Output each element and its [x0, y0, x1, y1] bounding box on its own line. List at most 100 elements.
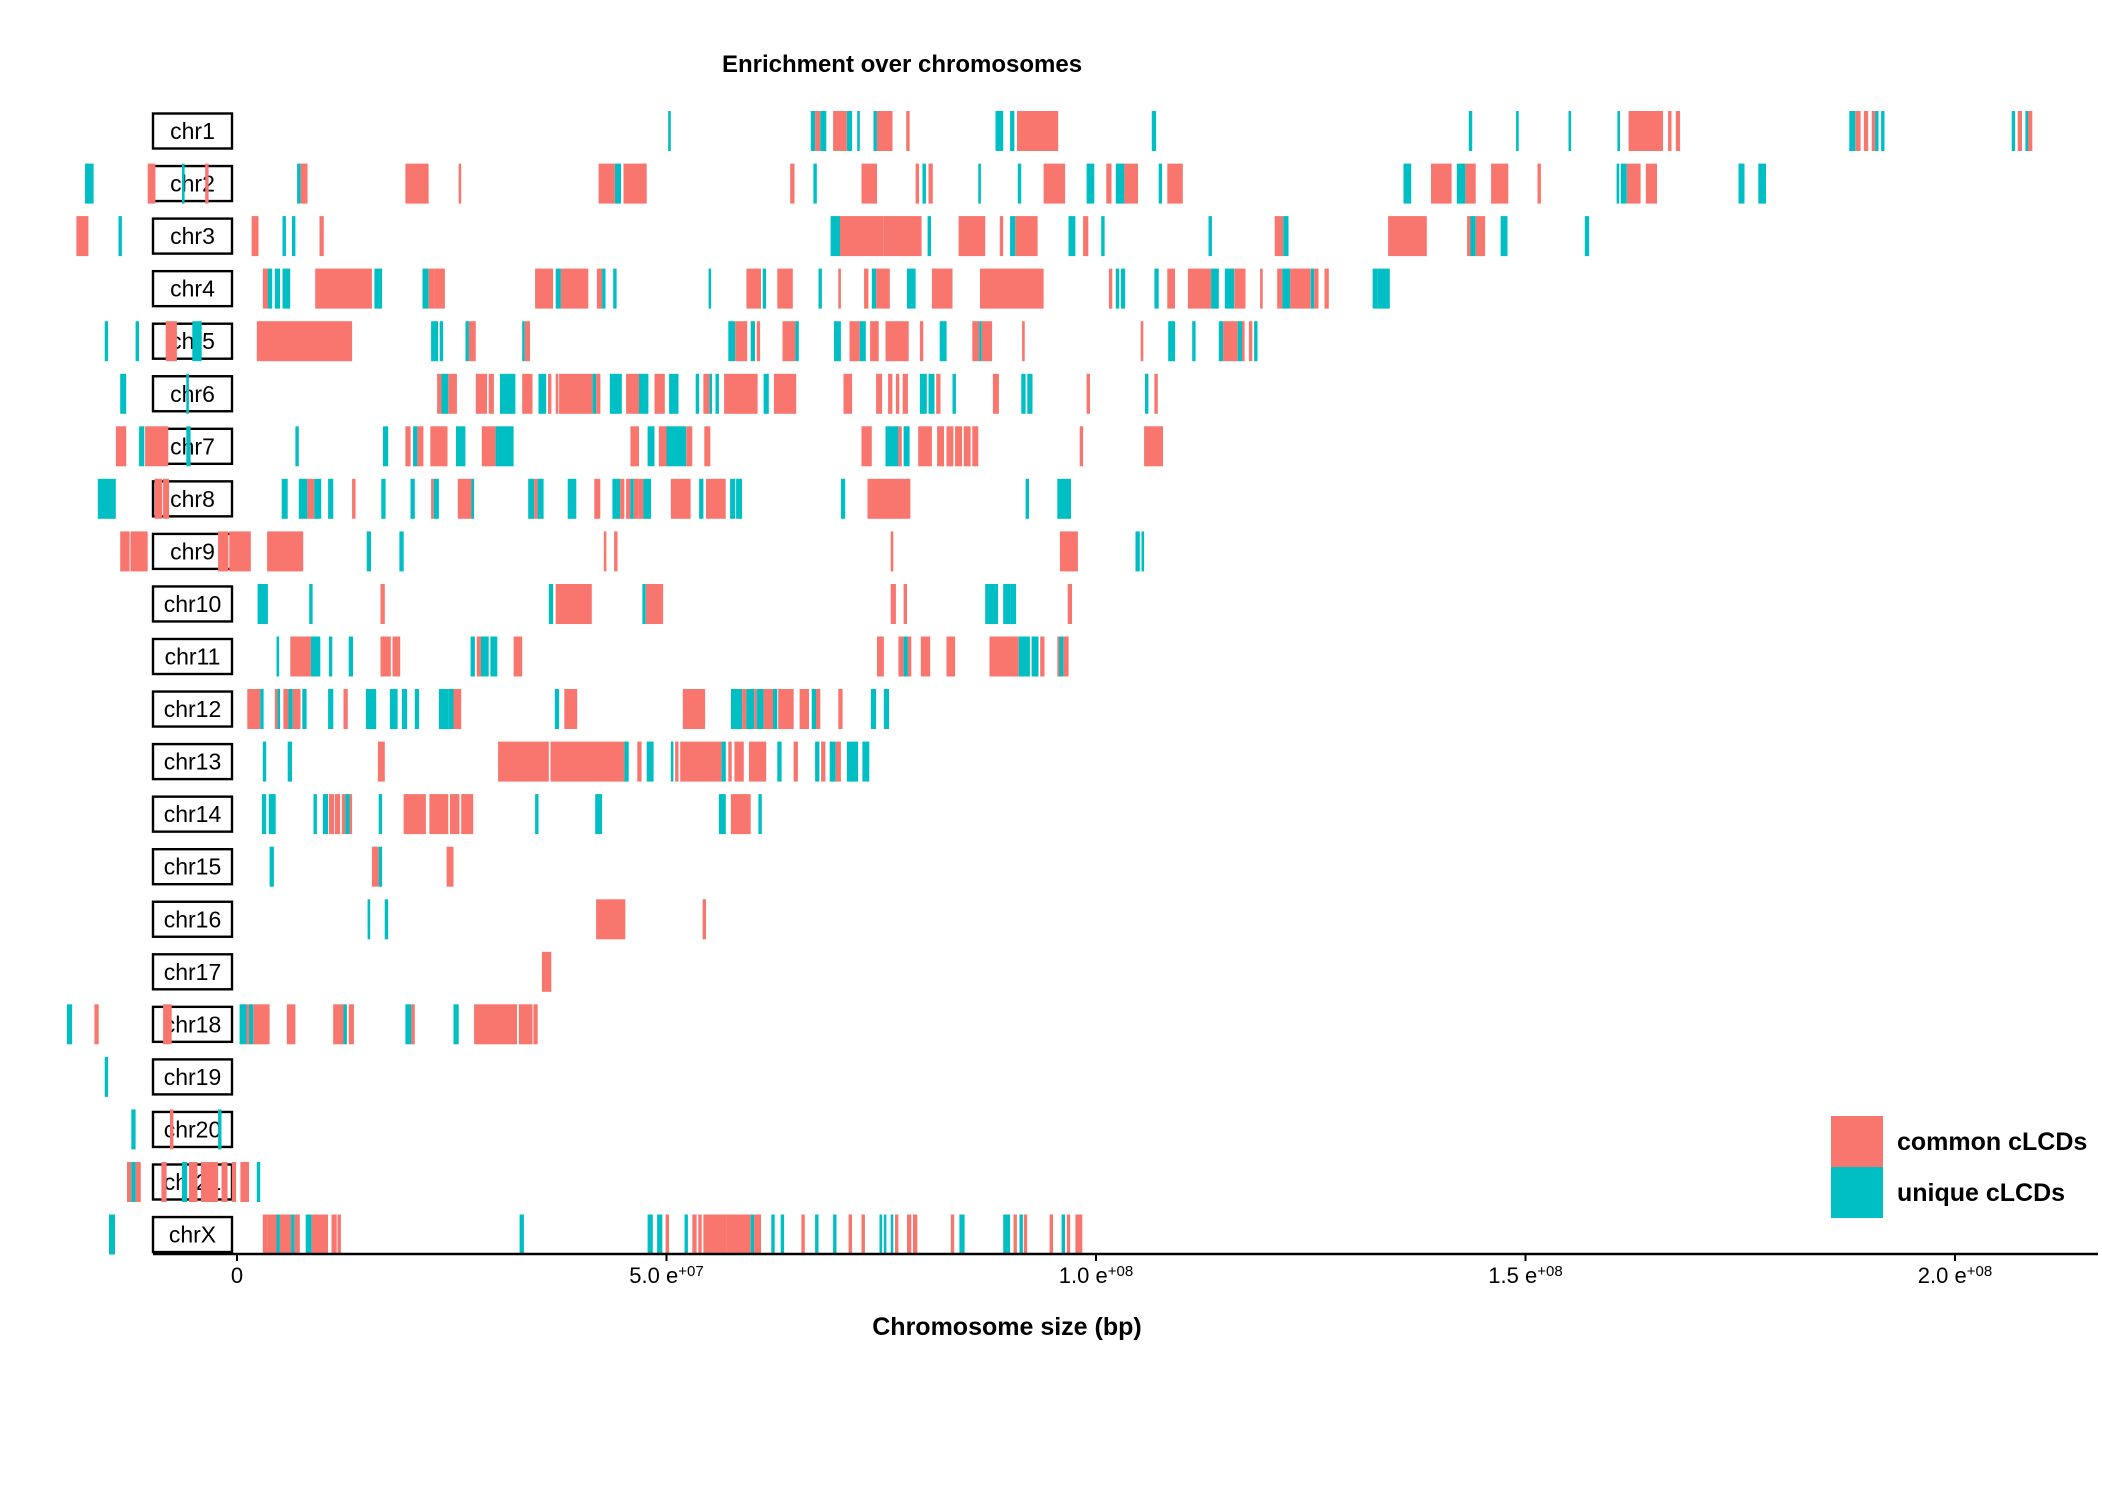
- common-segment: [885, 321, 909, 362]
- unique-segment: [1403, 163, 1412, 204]
- common-segment: [524, 321, 530, 362]
- common-segment: [626, 478, 631, 519]
- common-segment: [481, 426, 496, 467]
- common-segment: [2028, 111, 2033, 151]
- common-segment: [675, 741, 679, 782]
- chromosome-label: chr16: [164, 906, 222, 932]
- chromosome-label-box: [151, 953, 234, 991]
- common-segment: [555, 584, 592, 624]
- unique-segment: [182, 1162, 188, 1202]
- unique-segment: [1849, 111, 1856, 151]
- common-segment: [955, 426, 962, 467]
- common-segment: [1234, 268, 1246, 309]
- unique-segment: [268, 794, 276, 835]
- unique-segment: [135, 321, 139, 362]
- unique-segment: [410, 478, 415, 519]
- common-segment: [1063, 636, 1069, 677]
- common-segment: [127, 1162, 132, 1202]
- common-segment: [262, 268, 268, 309]
- chromosome-label-box: [151, 112, 234, 150]
- common-segment: [928, 163, 933, 204]
- unique-segment: [730, 689, 743, 729]
- common-segment: [163, 478, 170, 519]
- common-segment: [773, 373, 797, 414]
- common-segment: [702, 899, 706, 940]
- unique-segment: [288, 689, 293, 729]
- common-segment: [76, 216, 89, 257]
- legend-label: unique cLCDs: [1897, 1179, 2065, 1207]
- unique-segment: [276, 1214, 280, 1255]
- unique-segment: [535, 794, 539, 835]
- unique-segment: [328, 636, 333, 677]
- unique-segment: [668, 111, 671, 151]
- common-segment: [154, 478, 163, 519]
- unique-segment: [859, 321, 866, 362]
- unique-segment: [1881, 111, 1885, 151]
- common-segment: [1067, 584, 1072, 624]
- common-segment: [637, 741, 642, 782]
- unique-segment: [615, 163, 621, 204]
- unique-segment: [422, 268, 429, 309]
- unique-segment: [762, 268, 767, 309]
- common-segment: [1290, 268, 1311, 309]
- unique-segment: [756, 689, 764, 729]
- unique-segment: [1377, 268, 1390, 309]
- unique-segment: [820, 111, 827, 151]
- common-segment: [283, 689, 289, 729]
- unique-segment: [1025, 478, 1029, 519]
- common-segment: [915, 163, 919, 204]
- unique-segment: [1154, 268, 1159, 309]
- common-segment: [999, 216, 1004, 257]
- common-segment: [474, 1004, 517, 1045]
- common-segment: [867, 478, 871, 519]
- unique-segment: [672, 426, 687, 467]
- common-segment: [1465, 163, 1476, 204]
- common-segment: [1260, 268, 1263, 309]
- common-segment: [989, 636, 1019, 677]
- unique-segment: [1616, 163, 1620, 204]
- unique-segment: [922, 163, 926, 204]
- common-segment: [840, 216, 884, 257]
- chromosome-label: chr10: [164, 591, 222, 617]
- unique-segment: [830, 216, 840, 257]
- common-segment: [377, 741, 385, 782]
- common-segment: [724, 373, 758, 414]
- chromosome-label-box: [151, 375, 234, 413]
- common-segment: [861, 163, 877, 204]
- unique-segment: [1372, 268, 1378, 309]
- unique-segment: [1031, 636, 1039, 677]
- common-segment: [682, 689, 706, 729]
- unique-segment: [261, 794, 267, 835]
- common-segment: [1324, 268, 1329, 309]
- unique-segment: [322, 794, 329, 835]
- common-segment: [352, 478, 356, 519]
- common-segment: [307, 478, 315, 519]
- common-segment: [331, 1214, 337, 1255]
- chromosome-label: chr18: [164, 1011, 222, 1037]
- unique-segment: [1145, 373, 1149, 414]
- unique-segment: [721, 741, 726, 782]
- common-segment: [843, 373, 853, 414]
- chromosome-label-box: [151, 585, 234, 623]
- common-segment: [870, 321, 879, 362]
- unique-segment: [773, 689, 778, 729]
- chromosome-label: chr7: [170, 433, 215, 459]
- common-segment: [240, 1162, 249, 1202]
- unique-segment: [613, 268, 617, 309]
- common-segment: [1467, 216, 1471, 257]
- unique-segment: [646, 741, 654, 782]
- unique-segment: [708, 268, 712, 309]
- common-segment: [645, 584, 664, 624]
- common-segment: [665, 1214, 669, 1255]
- unique-segment: [297, 163, 301, 204]
- unique-segment: [345, 794, 350, 835]
- common-segment: [246, 1004, 249, 1045]
- common-segment: [343, 689, 348, 729]
- unique-segment: [257, 584, 268, 624]
- x-tick-label: 2.0 e+08: [1918, 1263, 1992, 1288]
- common-segment: [918, 426, 932, 467]
- unique-segment: [1115, 163, 1125, 204]
- unique-segment: [276, 636, 280, 677]
- unique-segment: [269, 846, 274, 887]
- common-segment: [403, 794, 426, 835]
